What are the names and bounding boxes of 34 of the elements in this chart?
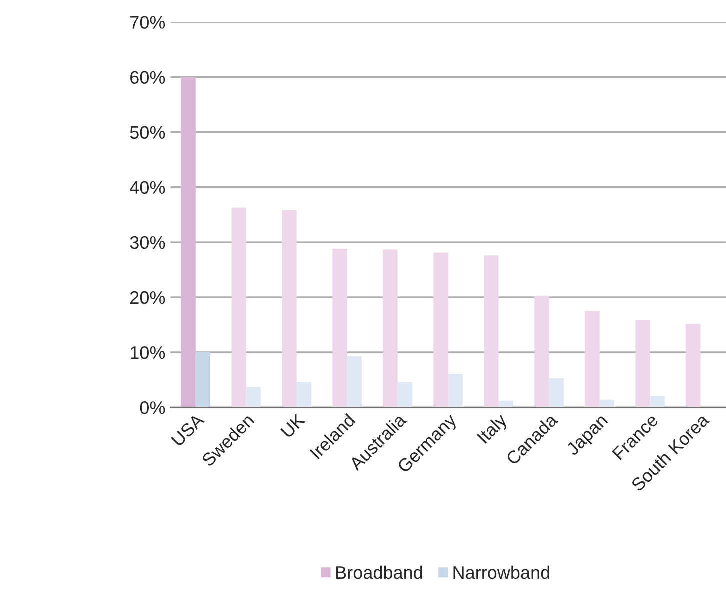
bar <box>686 324 701 408</box>
bar <box>282 210 297 408</box>
bar <box>549 378 564 408</box>
bar <box>398 382 412 408</box>
bar <box>181 77 196 408</box>
legend-label: Narrowband <box>454 566 550 580</box>
y-tick-label: 50% <box>130 126 166 140</box>
x-tick-label: Italy <box>476 412 511 447</box>
y-tick-label: 0% <box>140 401 166 414</box>
bar <box>246 387 261 408</box>
bar <box>434 252 448 408</box>
bar <box>296 382 312 408</box>
bar <box>600 400 614 408</box>
y-tick-label: 30% <box>130 236 166 250</box>
bar <box>585 311 600 408</box>
y-tick-label: 20% <box>130 291 166 304</box>
bar <box>196 352 210 408</box>
x-tick-label: USA <box>170 412 206 448</box>
legend-label: Broadband <box>336 566 422 580</box>
bar <box>484 256 499 408</box>
y-tick-label: 10% <box>130 346 166 360</box>
bar <box>332 249 348 408</box>
bar <box>636 320 650 408</box>
bar <box>232 208 246 408</box>
y-tick-label: 40% <box>130 181 166 194</box>
y-tick-label: 60% <box>130 71 166 84</box>
bar <box>383 250 398 408</box>
bar <box>448 374 463 408</box>
bar <box>498 400 514 408</box>
bar <box>534 296 550 408</box>
bar <box>347 356 362 408</box>
bar <box>650 396 665 408</box>
y-tick-label: 70% <box>130 16 166 29</box>
x-tick-label: UK <box>280 413 306 439</box>
